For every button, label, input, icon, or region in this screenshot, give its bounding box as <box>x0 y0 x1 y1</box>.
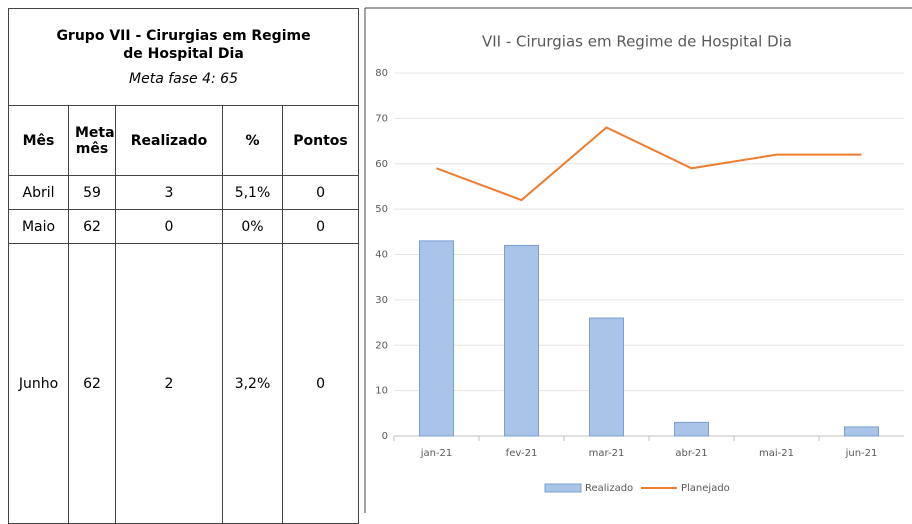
table-cell: 0 <box>281 175 360 210</box>
data-row: Abril 59 3 5,1% 0 <box>8 175 360 210</box>
header-row: Mês Meta mês Realizado% Pontos <box>8 105 360 176</box>
table-cell: Maio <box>8 209 69 244</box>
table-cell: 62 <box>68 243 116 524</box>
y-tick-label: 80 <box>375 68 388 79</box>
line <box>436 126 862 202</box>
y-tick-label: 40 <box>375 250 388 261</box>
title-cell: Grupo VII - Cirurgias em Regime de Hospi… <box>7 8 360 106</box>
table-cell: Pontos <box>281 105 360 176</box>
summary-table: Grupo VII - Cirurgias em Regime de Hospi… <box>7 8 360 524</box>
x-tick-label: mar-21 <box>589 448 625 459</box>
table-cell: Abril <box>8 175 69 210</box>
data-row: Maio 62 0 0% 0 <box>8 209 360 244</box>
x-tick-label: jan-21 <box>420 448 453 459</box>
bar <box>419 240 454 437</box>
x-tick-label: mai-21 <box>759 448 794 459</box>
table-cell: 62 <box>68 209 116 244</box>
chart: VII - Cirurgias em Regime de Hospital Di… <box>364 7 912 513</box>
x-tick-label: fev-21 <box>506 448 538 459</box>
bar <box>674 421 709 437</box>
y-tick-label: 0 <box>382 431 388 442</box>
table-cell: 0% <box>222 209 283 244</box>
y-tick-label: 30 <box>375 295 388 306</box>
x-tick-label: jun-21 <box>845 448 878 459</box>
legend-swatch <box>544 483 582 493</box>
table-subtitle: Meta fase 4: 65 <box>129 71 238 87</box>
y-tick-label: 60 <box>375 159 388 170</box>
bar <box>504 244 539 437</box>
y-tick-label: 70 <box>375 113 388 124</box>
y-tick-label: 20 <box>375 340 388 351</box>
bar <box>589 317 624 437</box>
table-title: Grupo VII - Cirurgias em Regime de Hospi… <box>56 28 311 62</box>
y-tick-label: 10 <box>375 386 388 397</box>
x-tick-label: abr-21 <box>675 448 707 459</box>
title-row: Grupo VII - Cirurgias em Regime de Hospi… <box>7 8 360 106</box>
legend-label: Planejado <box>681 483 730 494</box>
table-cell: 2 <box>115 243 223 524</box>
bar <box>844 426 879 437</box>
table-cell: % <box>222 105 283 176</box>
table-body: Grupo VII - Cirurgias em Regime de Hospi… <box>7 8 360 524</box>
legend-label: Realizado <box>585 483 633 494</box>
page: Grupo VII - Cirurgias em Regime de Hospi… <box>7 7 912 524</box>
table-cell: 3,2% <box>222 243 283 524</box>
table-cell: 0 <box>115 209 223 244</box>
table-cell: Realizado <box>115 105 223 176</box>
table-cell: 5,1% <box>222 175 283 210</box>
table-cell: Meta mês <box>68 105 116 176</box>
chart-title: VII - Cirurgias em Regime de Hospital Di… <box>482 33 792 51</box>
y-tick-label: 50 <box>375 204 388 215</box>
